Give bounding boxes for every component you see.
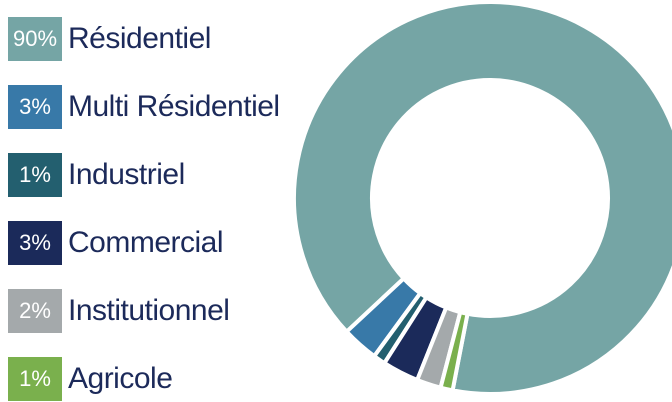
legend-item: 3% Multi Résidentiel	[8, 84, 280, 130]
legend-swatch: 2%	[8, 289, 62, 333]
legend-swatch: 1%	[8, 153, 62, 197]
legend-label: Multi Résidentiel	[68, 90, 280, 123]
legend-label: Agricole	[68, 362, 173, 395]
legend-item: 2% Institutionnel	[8, 288, 230, 334]
legend-item: 90% Résidentiel	[8, 16, 211, 62]
legend-item: 3% Commercial	[8, 220, 224, 266]
legend-item: 1% Industriel	[8, 152, 185, 198]
legend-swatch: 3%	[8, 221, 62, 265]
donut-slice	[438, 309, 470, 393]
donut-slice	[292, 0, 672, 393]
legend-label: Industriel	[68, 158, 185, 191]
legend-label: Commercial	[68, 226, 224, 259]
legend-label: Résidentiel	[68, 22, 211, 55]
legend-swatch: 3%	[8, 85, 62, 129]
legend-swatch: 90%	[8, 17, 62, 61]
donut-chart	[292, 0, 672, 393]
legend-label: Institutionnel	[68, 294, 230, 327]
